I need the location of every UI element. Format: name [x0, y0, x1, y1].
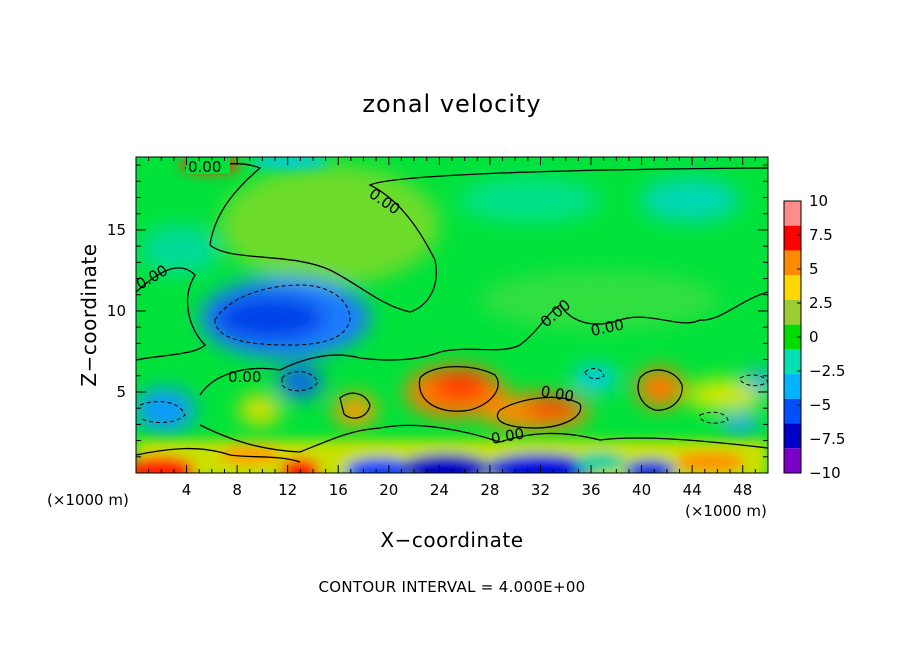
chart-title: zonal velocity [362, 90, 541, 118]
colorbar-label: −7.5 [809, 430, 845, 448]
colorbar-label: 2.5 [809, 294, 833, 312]
contour-label: 0.00 [228, 368, 261, 386]
y-axis-label: Z−coordinate [77, 243, 101, 386]
colorbar: 10 7.5 5 2.5 0 −2.5 −5 −7.5 −10 [783, 192, 845, 482]
colorbar-swatch [784, 250, 801, 276]
x-unit-label-right: (×1000 m) [685, 502, 767, 520]
colorbar-label: −2.5 [809, 362, 845, 380]
colorbar-swatch [784, 275, 801, 300]
x-tick-label: 4 [182, 481, 192, 499]
x-tick-label: 44 [683, 481, 702, 499]
colorbar-label: −5 [809, 396, 831, 414]
colorbar-swatch [784, 299, 801, 325]
colorbar-swatch [784, 225, 801, 251]
colorbar-swatch [784, 374, 801, 399]
x-tick-label: 48 [733, 481, 752, 499]
x-axis: 4 8 12 16 20 24 28 32 36 40 44 48 [148, 157, 756, 499]
x-tick-label: 40 [632, 481, 651, 499]
x-tick-label: 36 [581, 481, 600, 499]
colorbar-swatch [784, 423, 801, 449]
contour-label: 0.00 [490, 424, 526, 448]
colorbar-label: 10 [809, 192, 828, 210]
x-unit-label-left: (×1000 m) [47, 491, 129, 509]
y-tick-label: 15 [107, 221, 126, 239]
x-tick-label: 12 [278, 481, 297, 499]
contour-field: 0.00 0.00 0.00 0.00 0.00 0.00 0.00 0.00 [136, 157, 768, 473]
x-tick-label: 8 [232, 481, 242, 499]
x-tick-label: 24 [430, 481, 449, 499]
y-tick-label: 10 [107, 302, 126, 320]
y-axis: 5 10 15 [107, 164, 768, 458]
x-axis-label: X−coordinate [380, 528, 523, 552]
colorbar-label: 7.5 [809, 226, 833, 244]
x-tick-label: 16 [329, 481, 348, 499]
contour-interval-note: CONTOUR INTERVAL = 4.000E+00 [318, 578, 585, 596]
colorbar-swatch [784, 201, 801, 226]
contour-label: 0.00 [539, 382, 575, 406]
contour-label: 0.00 [188, 158, 221, 176]
x-tick-label: 28 [480, 481, 499, 499]
x-tick-label: 32 [531, 481, 550, 499]
colorbar-label: 0 [809, 328, 819, 346]
colorbar-label: −10 [809, 464, 841, 482]
colorbar-swatch [784, 349, 801, 375]
colorbar-swatch [784, 398, 801, 424]
colorbar-swatch [784, 324, 801, 350]
colorbar-swatch [784, 448, 801, 473]
x-tick-label: 20 [379, 481, 398, 499]
colorbar-label: 5 [809, 260, 819, 278]
y-tick-label: 5 [116, 383, 126, 401]
